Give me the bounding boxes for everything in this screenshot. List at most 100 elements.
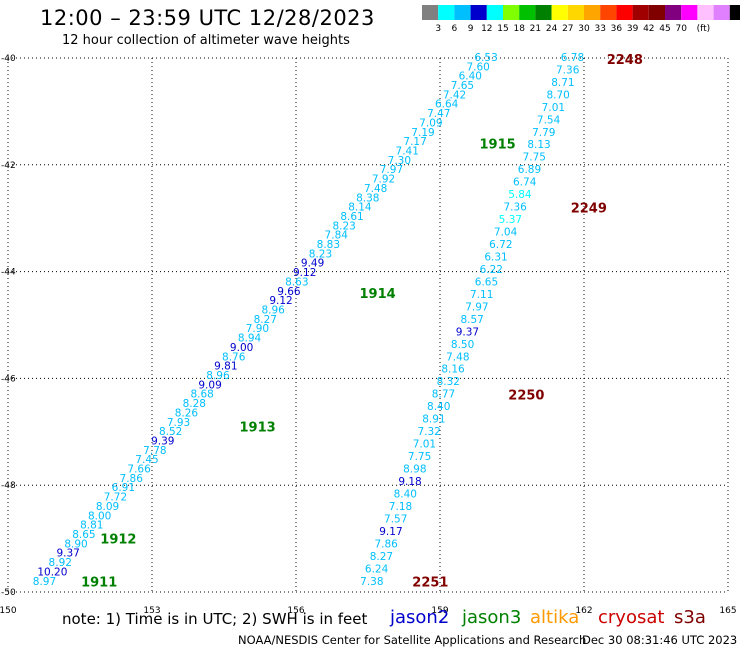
scale-swatch xyxy=(600,5,617,20)
data-point: 10.20 xyxy=(37,566,67,578)
data-point: 6.53 xyxy=(474,52,497,64)
timestamp: Dec 30 08:31:46 UTC 2023 xyxy=(582,633,738,647)
data-point: 7.48 xyxy=(446,351,469,363)
scale-label: 70 xyxy=(675,24,687,34)
scale-label: 15 xyxy=(497,24,508,34)
scale-label: 21 xyxy=(530,24,541,34)
page-subtitle: 12 hour collection of altimeter wave hei… xyxy=(62,33,350,48)
data-point: 7.36 xyxy=(503,202,527,214)
data-point: 8.32 xyxy=(437,376,460,388)
track-time-label: 2250 xyxy=(508,388,544,403)
data-point: 7.75 xyxy=(408,451,431,463)
data-point: 9.12 xyxy=(269,295,292,307)
data-point: 8.27 xyxy=(370,551,393,563)
data-point: 6.24 xyxy=(365,563,389,575)
data-point: 8.90 xyxy=(64,538,87,550)
data-point: 8.92 xyxy=(49,557,72,569)
wave-height-points: 8.9710.208.929.378.908.658.818.008.097.7… xyxy=(33,52,584,588)
data-point: 6.31 xyxy=(484,251,507,263)
y-tick-label: -50 xyxy=(1,588,16,598)
legend-s3a: s3a xyxy=(674,607,706,628)
data-point: 8.13 xyxy=(527,139,550,151)
legend-altika: altika xyxy=(530,607,580,628)
data-point: 8.68 xyxy=(190,389,213,401)
data-point: 7.48 xyxy=(364,183,387,195)
y-tick-label: -44 xyxy=(1,268,16,278)
legend-cryosat: cryosat xyxy=(598,607,665,628)
data-point: 8.91 xyxy=(422,414,445,426)
scale-swatch xyxy=(665,5,682,20)
chart-grid xyxy=(7,57,729,593)
scale-swatch xyxy=(438,5,455,20)
scale-label: 45 xyxy=(659,24,670,34)
data-point: 8.50 xyxy=(451,339,474,351)
data-point: 6.74 xyxy=(513,177,537,189)
data-point: 9.17 xyxy=(379,526,402,538)
data-point: 8.77 xyxy=(432,389,455,401)
data-point: 7.42 xyxy=(443,89,466,101)
data-point: 7.36 xyxy=(556,64,580,76)
scale-swatch xyxy=(551,5,568,20)
data-point: 5.37 xyxy=(499,214,522,226)
data-point: 8.97 xyxy=(33,576,56,588)
data-point: 7.66 xyxy=(127,464,151,476)
track-time-label: 1915 xyxy=(480,137,516,152)
data-point: 9.12 xyxy=(293,267,316,279)
data-point: 7.93 xyxy=(167,417,190,429)
data-point: 9.00 xyxy=(230,342,253,354)
data-point: 8.14 xyxy=(348,202,372,214)
data-point: 8.28 xyxy=(183,398,206,410)
data-point: 5.84 xyxy=(508,189,532,201)
data-point: 6.72 xyxy=(489,239,512,251)
data-point: 8.40 xyxy=(394,488,417,500)
scale-swatch xyxy=(454,5,471,20)
data-point: 7.38 xyxy=(360,576,383,588)
y-tick-label: -40 xyxy=(1,54,16,64)
scale-label: 9 xyxy=(468,24,474,34)
data-point: 7.01 xyxy=(413,439,436,451)
x-tick-label: 150 xyxy=(0,606,17,616)
data-point: 8.71 xyxy=(551,77,574,89)
scale-swatch xyxy=(470,5,487,20)
data-point: 9.49 xyxy=(301,258,324,270)
data-point: 7.97 xyxy=(465,301,488,313)
scale-swatch xyxy=(648,5,665,20)
data-point: 7.11 xyxy=(470,289,493,301)
scale-label: 27 xyxy=(562,24,573,34)
data-point: 8.76 xyxy=(222,351,246,363)
data-point: 8.57 xyxy=(460,314,483,326)
data-point: 7.41 xyxy=(396,145,419,157)
data-point: 9.81 xyxy=(214,361,237,373)
scale-swatch xyxy=(729,5,740,20)
data-point: 7.92 xyxy=(372,174,395,186)
page-title: 12:00 – 23:59 UTC 12/28/2023 xyxy=(40,6,375,30)
credit-line: NOAA/NESDIS Center for Satellite Applica… xyxy=(238,633,587,647)
color-scale-bar: 3 6 9 12 15 18 21 24 27 30 33 36 39 42 45 70 (ft) xyxy=(422,5,740,34)
data-point: 7.65 xyxy=(451,80,474,92)
data-point: 8.96 xyxy=(206,370,230,382)
data-point: 7.04 xyxy=(494,227,518,239)
scale-swatch xyxy=(486,5,503,20)
scale-swatch xyxy=(422,5,439,20)
data-point: 7.78 xyxy=(143,445,166,457)
scale-swatch xyxy=(697,5,714,20)
data-point: 7.86 xyxy=(120,473,144,485)
data-point: 7.79 xyxy=(532,127,555,139)
scale-label: 33 xyxy=(594,24,605,34)
scale-label: 36 xyxy=(611,24,623,34)
scale-swatch xyxy=(713,5,730,20)
scale-swatch xyxy=(632,5,649,20)
data-point: 7.01 xyxy=(542,102,565,114)
data-point: 7.54 xyxy=(537,114,561,126)
scale-swatch xyxy=(616,5,633,20)
data-point: 8.81 xyxy=(80,520,103,532)
data-point: 6.64 xyxy=(435,99,459,111)
data-point: 9.37 xyxy=(56,548,79,560)
track-time-label: 1914 xyxy=(360,287,396,302)
data-point: 7.45 xyxy=(135,454,158,466)
legend-jason3: jason3 xyxy=(462,607,522,628)
track-time-label: 1911 xyxy=(81,575,117,590)
y-tick-label: -48 xyxy=(1,481,16,491)
data-point: 7.97 xyxy=(380,164,403,176)
